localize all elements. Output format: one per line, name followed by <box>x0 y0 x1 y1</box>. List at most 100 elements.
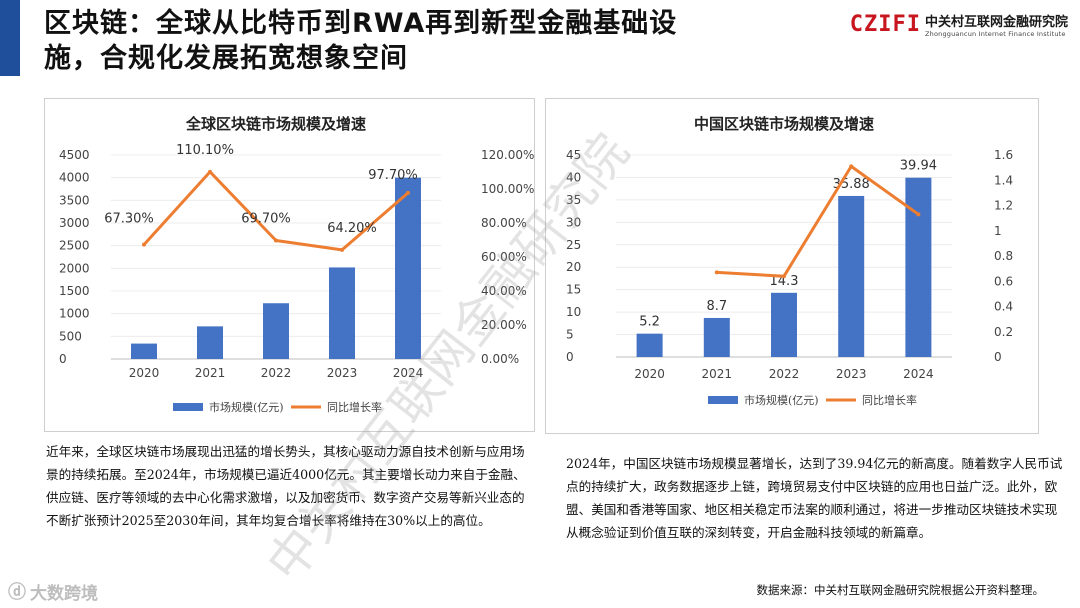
y-right-tick-label: 0.2 <box>994 325 1013 339</box>
y-left-tick-label: 15 <box>566 283 581 297</box>
page-title-line1: 区块链：全球从比特币到RWA再到新型金融基础设 <box>44 8 678 39</box>
bar <box>636 333 663 357</box>
growth-rate-point <box>849 164 854 169</box>
y-right-tick-label: 1.2 <box>994 199 1013 213</box>
line-data-label: 64.20% <box>327 221 377 236</box>
bar <box>838 195 865 357</box>
bar <box>395 177 421 359</box>
x-tick-label: 2021 <box>195 366 226 380</box>
corner-brand: ⓓ 大数跨境 <box>8 578 98 604</box>
y-left-tick-label: 45 <box>566 148 581 162</box>
bar <box>197 326 223 359</box>
bar <box>905 177 932 357</box>
bar <box>771 292 797 357</box>
x-tick-label: 2022 <box>261 366 292 380</box>
corner-brand-text: 大数跨境 <box>30 583 98 604</box>
y-right-tick-label: 40.00% <box>481 284 527 298</box>
logo-en-name: Zhongguancun Internet Finance Institute <box>924 29 1066 38</box>
chart-title: 中国区块链市场规模及增速 <box>694 115 874 133</box>
y-left-tick-label: 4500 <box>59 148 90 162</box>
y-right-tick-label: 1 <box>994 224 1002 238</box>
bar-data-label: 39.94 <box>900 159 937 174</box>
growth-rate-point <box>782 274 786 279</box>
y-left-tick-label: 0 <box>59 352 67 366</box>
brand-icon: ⓓ <box>8 582 26 603</box>
growth-rate-line <box>716 164 920 278</box>
growth-rate-point <box>274 238 278 243</box>
legend-line-label: 同比增长率 <box>327 400 382 414</box>
y-right-tick-label: 120.00% <box>481 148 534 162</box>
growth-rate-point <box>406 190 410 195</box>
china-chart-panel: 中国区块链市场规模及增速 0 5 10 15 20 25 30 35 40 45 0 0.2 0.4 0.6… <box>545 98 1039 434</box>
y-left-tick-label: 25 <box>566 238 581 252</box>
global-chart-panel: 全球区块链市场规模及增速 0 500 1000 1500 2000 2500 3000 3500… <box>44 98 535 432</box>
x-tick-label: 2021 <box>702 367 733 381</box>
page-title: 区块链：全球从比特币到RWA再到新型金融基础设 施，合规化发展拓宽想象空间 <box>44 6 784 76</box>
y-left-tick-label: 20 <box>566 260 581 274</box>
legend-bar-label: 市场规模(亿元) <box>744 393 819 407</box>
x-tick-label: 2020 <box>129 366 160 380</box>
line-data-label: 110.10% <box>176 143 234 158</box>
growth-rate-point <box>714 270 719 275</box>
y-left-tick-label: 35 <box>566 193 581 207</box>
y-left-tick-label: 10 <box>566 305 581 319</box>
bar-data-label: 5.2 <box>639 315 660 330</box>
bar <box>703 317 730 357</box>
data-source-note: 数据来源：中关村互联网金融研究院根据公开资料整理。 <box>756 583 1045 597</box>
y-right-tick-label: 100.00% <box>481 182 534 196</box>
x-tick-label: 2023 <box>836 367 867 381</box>
y-right-tick-label: 20.00% <box>481 318 527 332</box>
x-tick-label: 2020 <box>634 367 665 381</box>
y-right-tick-label: 0 <box>994 350 1002 364</box>
y-right-tick-label: 0.8 <box>994 249 1013 263</box>
legend-bar-swatch <box>173 403 203 411</box>
growth-rate-point <box>916 212 921 217</box>
china-market-chart: 中国区块链市场规模及增速 0 5 10 15 20 25 30 35 40 45 0 0.2 0.4 0.6… <box>566 115 1013 407</box>
y-right-tick-label: 60.00% <box>481 250 527 264</box>
y-right-tick-label: 0.00% <box>481 352 519 366</box>
y-right-tick-label: 1.6 <box>994 148 1013 162</box>
growth-rate-point <box>208 169 212 174</box>
bar <box>131 343 157 359</box>
y-left-tick-label: 3000 <box>59 216 90 230</box>
y-right-tick-label: 0.4 <box>994 300 1013 314</box>
logo-mark: CZIFI <box>849 11 921 37</box>
y-right-tick-label: 80.00% <box>481 216 527 230</box>
growth-rate-point <box>142 242 146 247</box>
y-left-tick-label: 30 <box>566 215 581 229</box>
bar <box>329 267 355 359</box>
legend-bar-label: 市场规模(亿元) <box>209 400 284 414</box>
y-left-tick-label: 2000 <box>59 261 90 275</box>
growth-rate-point <box>340 247 344 252</box>
y-right-tick-label: 0.6 <box>994 274 1013 288</box>
y-left-tick-label: 40 <box>566 170 581 184</box>
header-accent-bar <box>0 0 20 76</box>
global-description: 近年来，全球区块链市场展现出迅猛的增长势头，其核心驱动力源自技术创新与应用场景的… <box>46 444 526 528</box>
line-data-label: 97.70% <box>368 168 418 183</box>
x-tick-label: 2022 <box>769 367 800 381</box>
page-title-line2: 施，合规化发展拓宽想象空间 <box>44 43 408 74</box>
y-left-tick-label: 3500 <box>59 193 90 207</box>
global-market-chart: 全球区块链市场规模及增速 0 500 1000 1500 2000 2500 3000 3500… <box>59 115 534 414</box>
china-description: 2024年，中国区块链市场规模显著增长，达到了39.94亿元的新高度。随着数字人… <box>566 456 1063 540</box>
line-data-label: 69.70% <box>241 212 291 227</box>
y-right-tick-label: 1.4 <box>994 173 1013 187</box>
legend-bar-swatch <box>708 396 738 404</box>
y-left-tick-label: 1500 <box>59 284 90 298</box>
chart-title: 全球区块链市场规模及增速 <box>185 115 366 133</box>
y-left-tick-label: 1000 <box>59 307 90 321</box>
x-tick-label: 2023 <box>327 366 358 380</box>
bar-data-label: 8.7 <box>706 299 727 314</box>
line-data-label: 67.30% <box>104 212 154 227</box>
x-tick-label: 2024 <box>393 366 424 380</box>
y-left-tick-label: 500 <box>59 329 82 343</box>
y-left-tick-label: 2500 <box>59 239 90 253</box>
czifi-logo: CZIFI 中关村互联网金融研究院 Zhongguancun Internet … <box>850 8 1068 40</box>
y-left-tick-label: 4000 <box>59 171 90 185</box>
bar <box>263 303 289 359</box>
legend-line-label: 同比增长率 <box>862 393 917 407</box>
logo-cn-name: 中关村互联网金融研究院 <box>924 14 1068 30</box>
x-tick-label: 2024 <box>903 367 934 381</box>
y-left-tick-label: 0 <box>566 350 574 364</box>
bar-data-label: 14.3 <box>770 274 799 289</box>
